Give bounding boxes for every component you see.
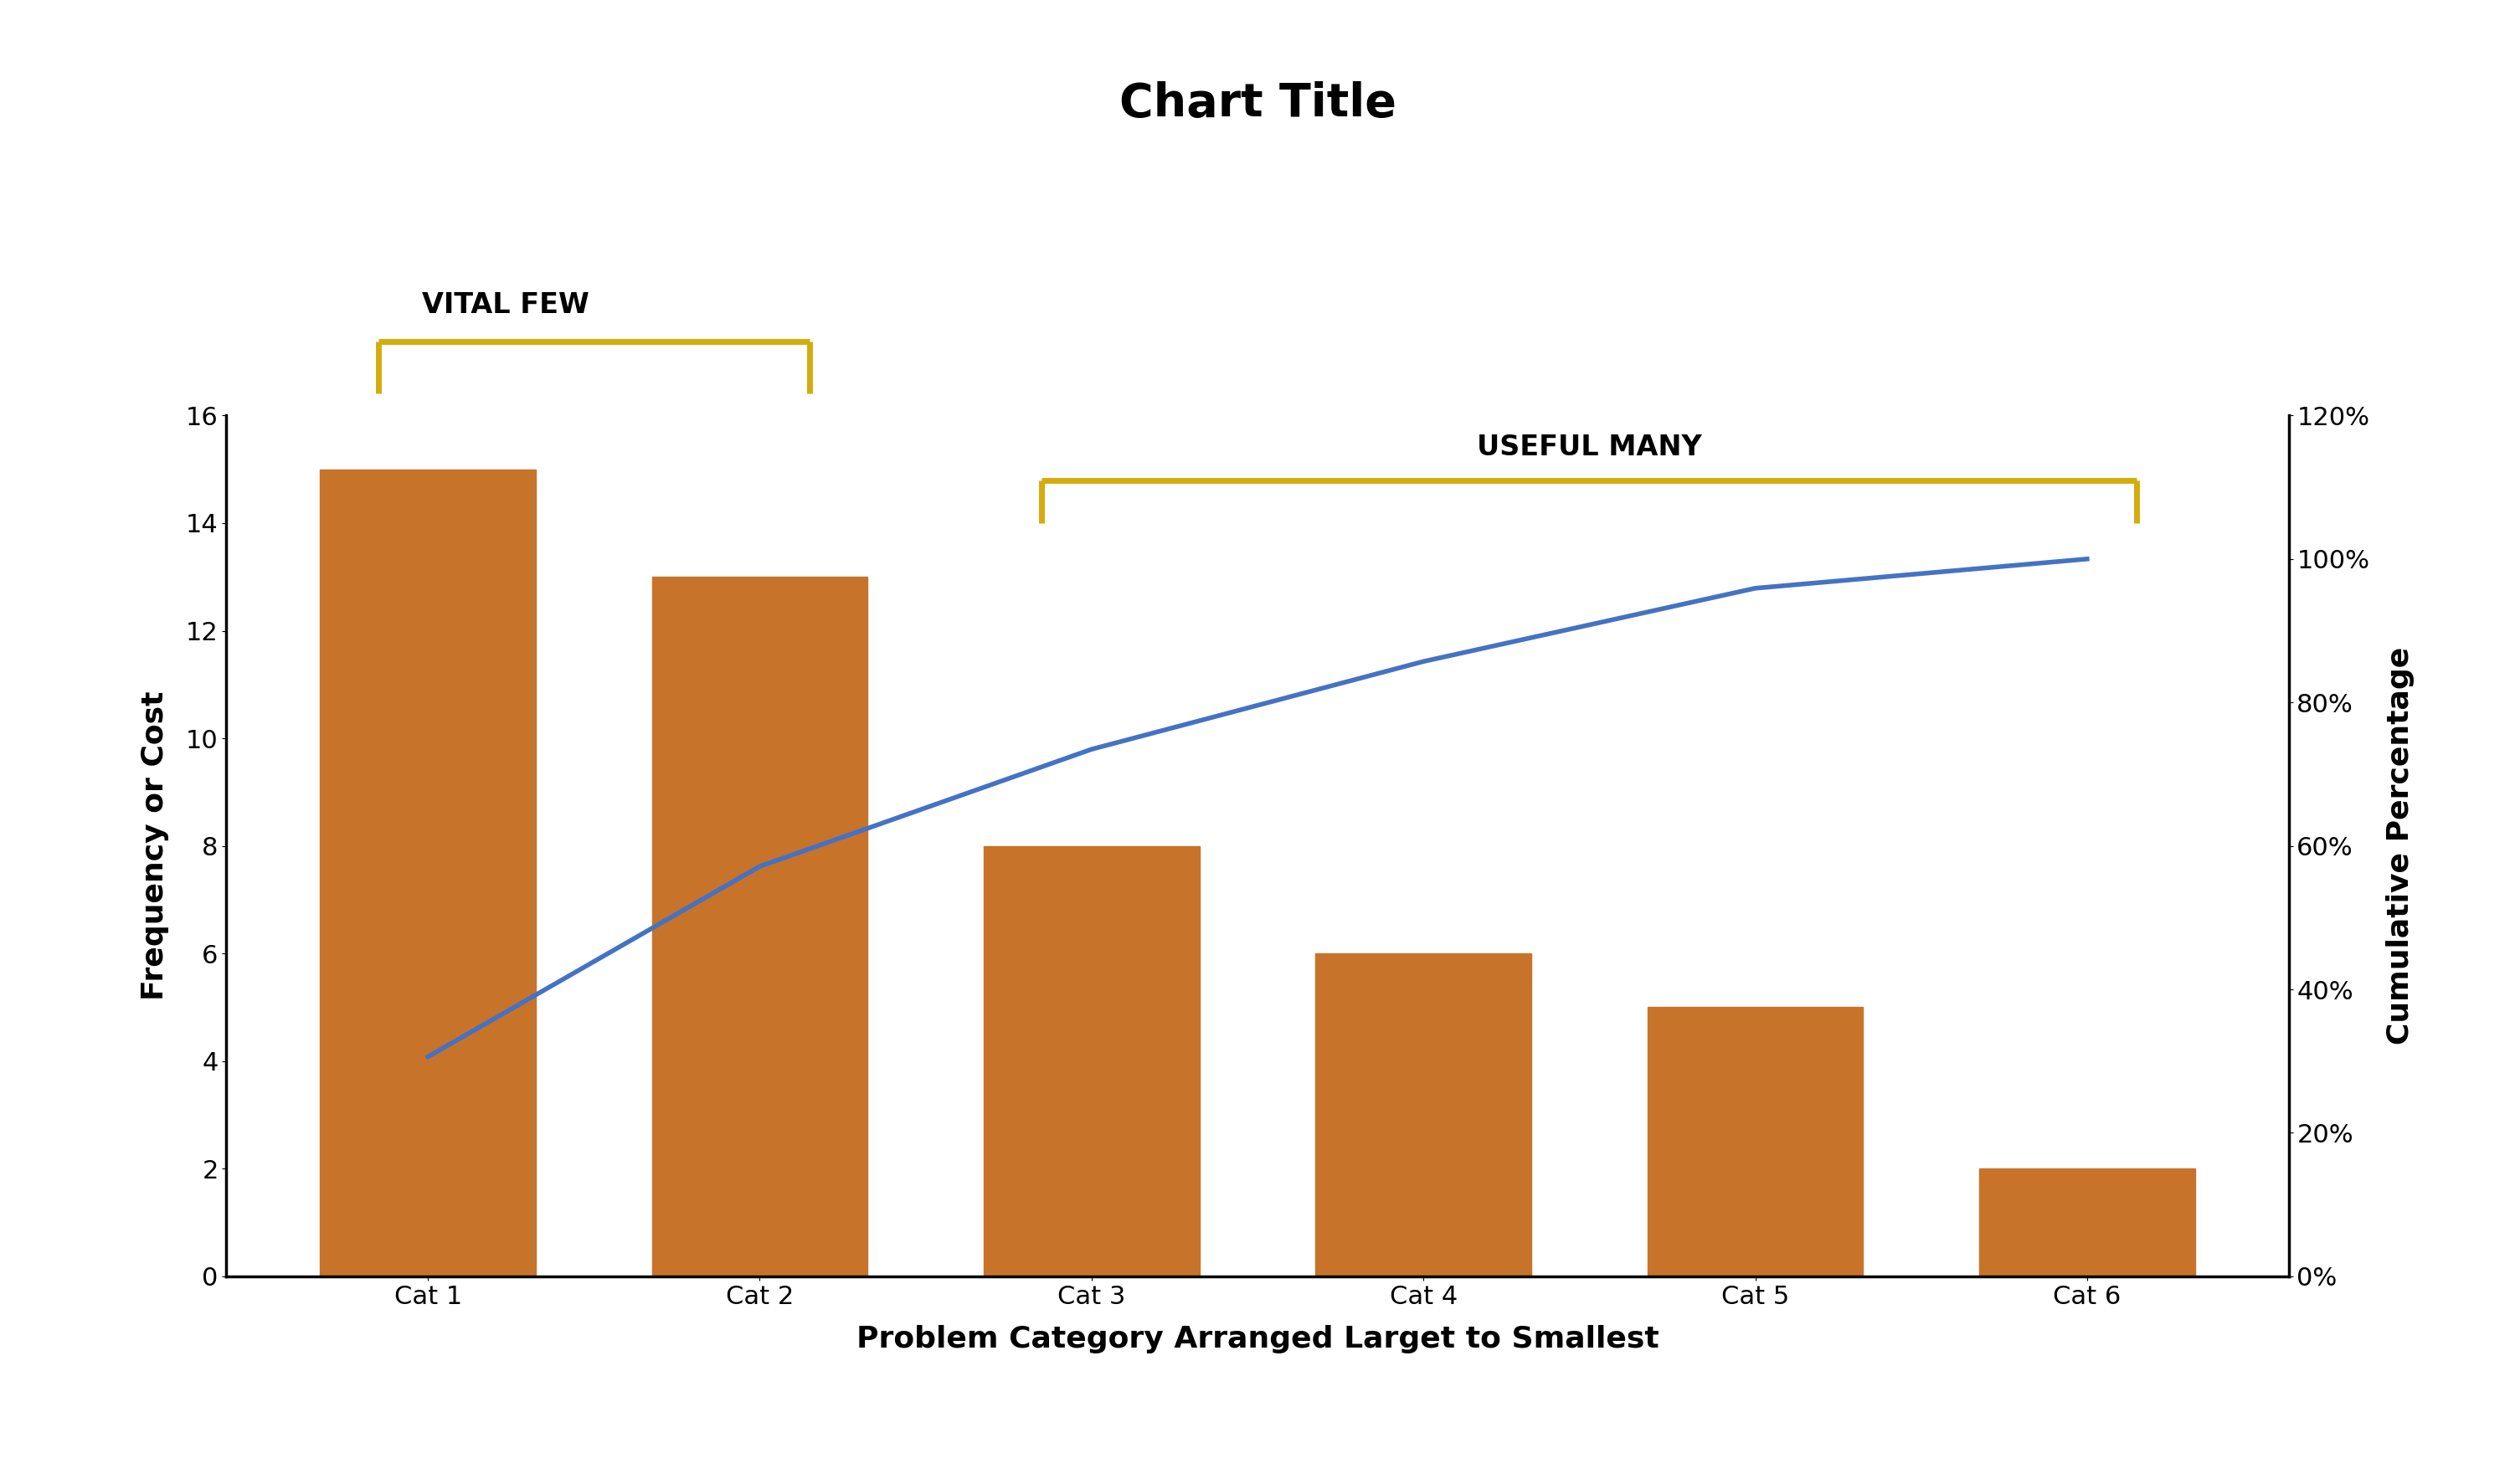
Text: Chart Title: Chart Title	[1119, 82, 1396, 126]
Bar	[983, 846, 1200, 1276]
Text: VITAL FEW: VITAL FEW	[423, 291, 589, 319]
Bar	[319, 469, 536, 1276]
Bar	[1979, 1169, 2196, 1276]
X-axis label: Problem Category Arranged Larget to Smallest: Problem Category Arranged Larget to Smal…	[855, 1325, 1660, 1353]
Bar	[651, 577, 868, 1276]
Bar	[1647, 1008, 1864, 1276]
Bar	[1315, 953, 1532, 1276]
Y-axis label: Cumulative Percentage: Cumulative Percentage	[2387, 647, 2414, 1045]
Y-axis label: Frequency or Cost: Frequency or Cost	[141, 692, 169, 1000]
Text: USEFUL MANY: USEFUL MANY	[1476, 433, 1703, 462]
